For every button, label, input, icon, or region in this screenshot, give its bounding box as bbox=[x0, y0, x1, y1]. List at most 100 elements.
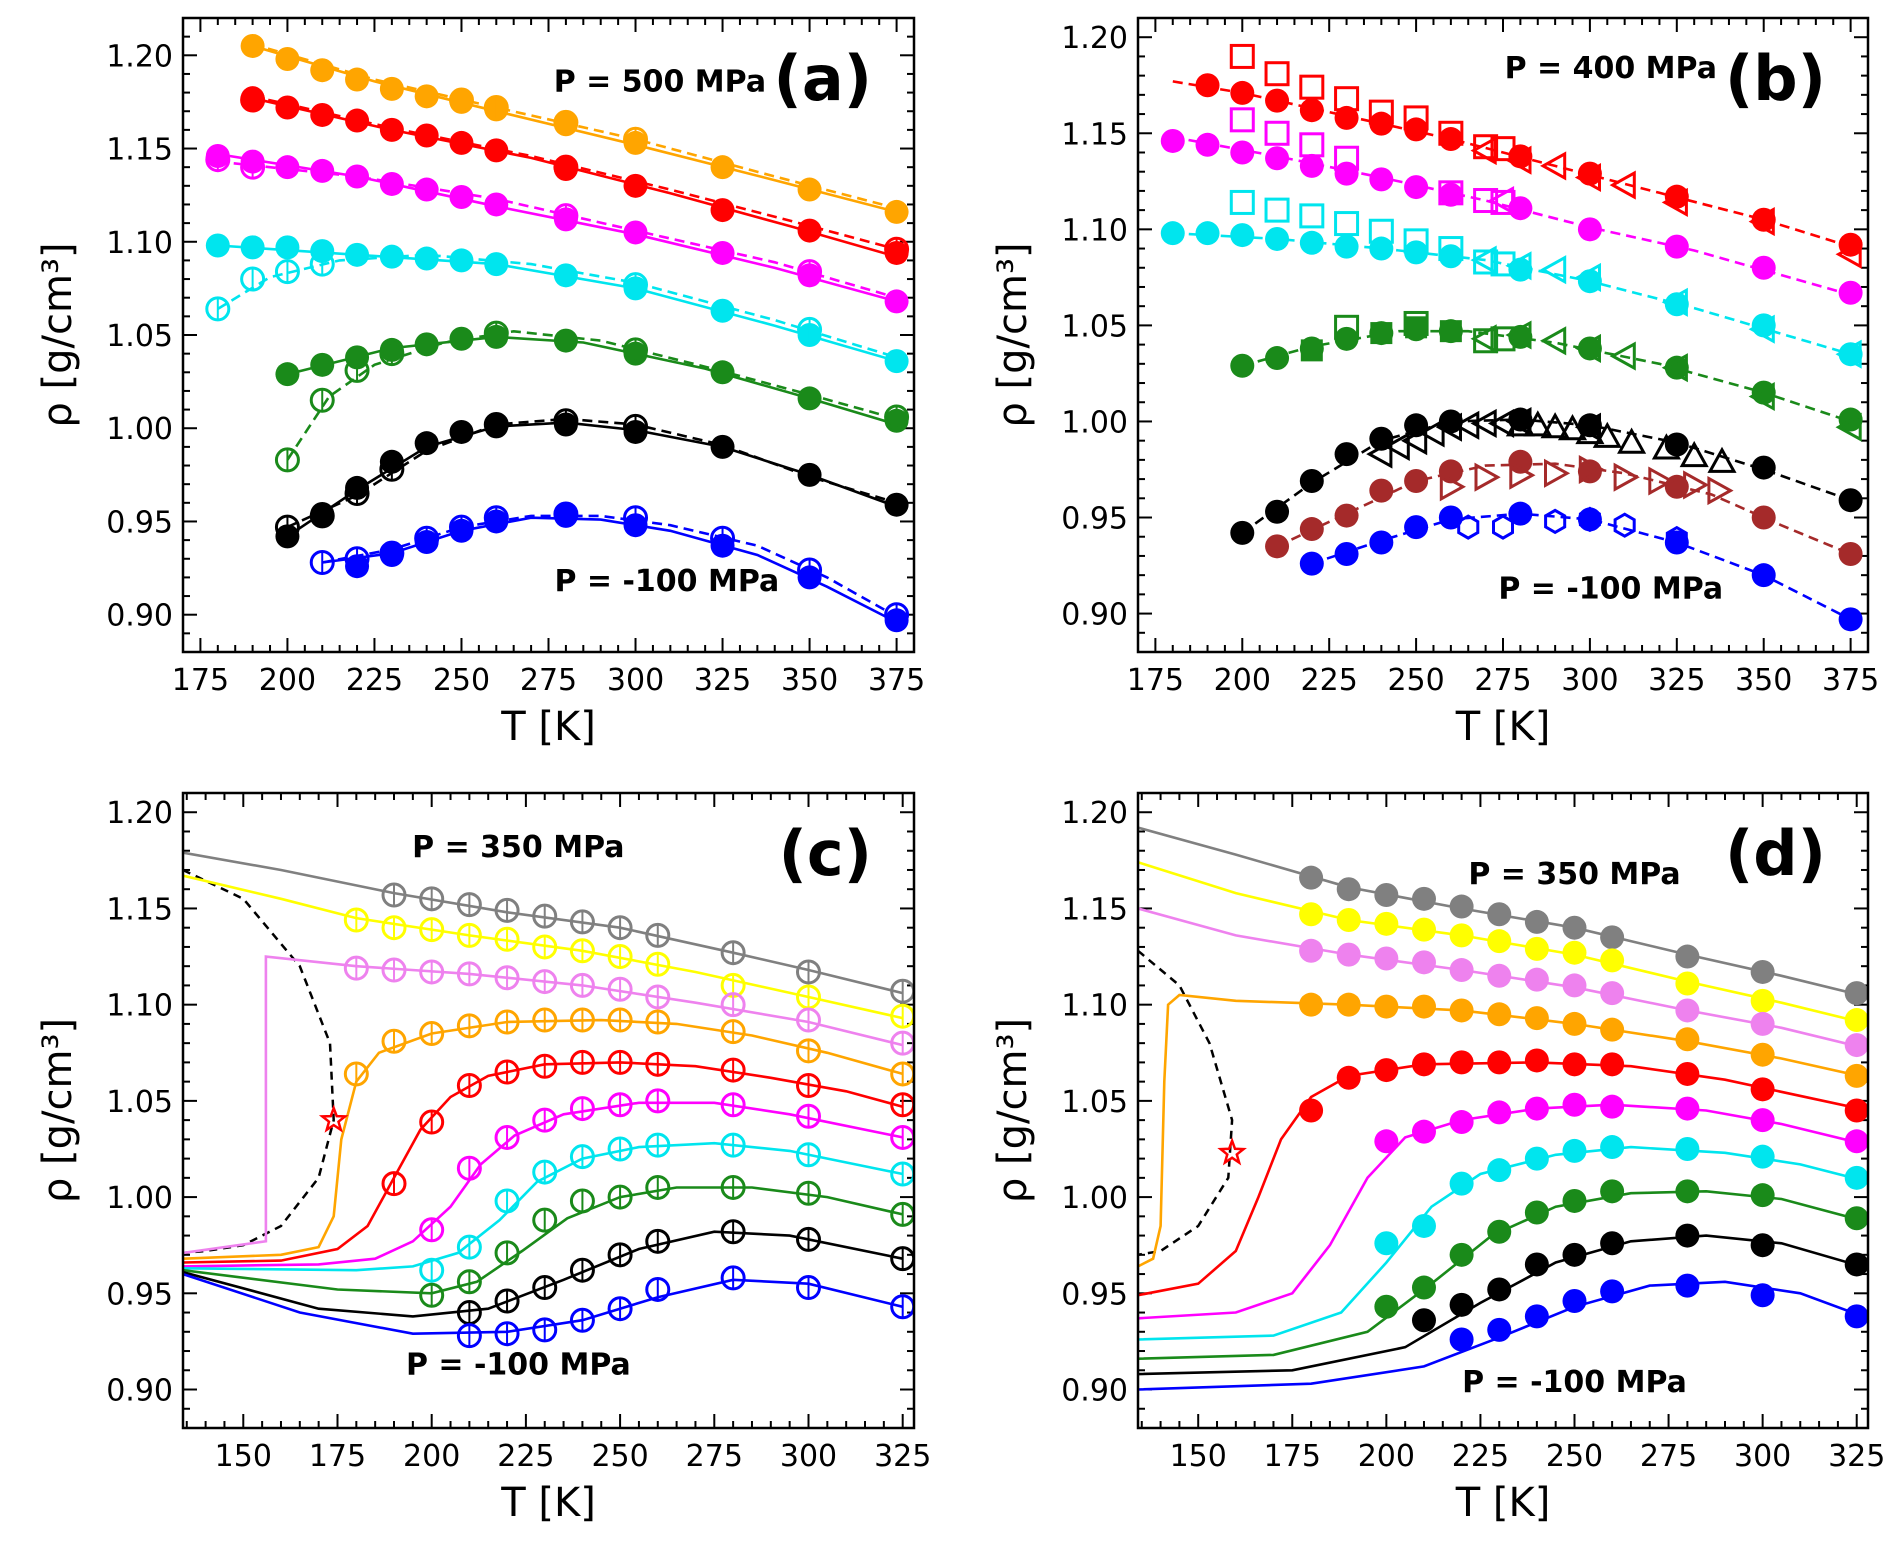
filled-circle-point bbox=[414, 431, 439, 456]
filled-circle-point bbox=[1411, 917, 1436, 942]
filled-circle-point bbox=[449, 130, 474, 155]
filled-circle-point bbox=[449, 185, 474, 210]
filled-circle-point bbox=[379, 117, 404, 142]
spinodal-line bbox=[183, 868, 335, 1255]
filled-circle-point bbox=[1600, 1052, 1625, 1077]
open-triangle-up-point bbox=[1575, 417, 1605, 445]
open-triangle-left-point bbox=[1574, 262, 1601, 292]
filled-circle-point bbox=[414, 123, 439, 148]
y-tick-label: 1.10 bbox=[1061, 213, 1128, 248]
series-brown bbox=[1265, 449, 1863, 567]
x-tick-label: 250 bbox=[1546, 1439, 1603, 1474]
x-axis-label: T [K] bbox=[1455, 704, 1551, 750]
filled-circle-point bbox=[414, 84, 439, 109]
open-square-point bbox=[1368, 218, 1394, 244]
open-triangle-left-point bbox=[1748, 381, 1775, 412]
open-triangle-up-point bbox=[1505, 410, 1535, 437]
open-triangle-left-point bbox=[1505, 251, 1532, 281]
y-tick-label: 1.00 bbox=[1061, 1181, 1128, 1216]
y-tick-label: 0.95 bbox=[1061, 1277, 1128, 1312]
series-line bbox=[183, 874, 903, 1020]
x-tick-label: 175 bbox=[172, 663, 229, 698]
y-tick-label: 1.10 bbox=[106, 226, 173, 261]
open-triangle-up-point bbox=[1540, 412, 1570, 439]
y-tick-label: 1.00 bbox=[106, 412, 173, 447]
filled-circle-point bbox=[1449, 894, 1474, 919]
open-square-point bbox=[1473, 188, 1499, 214]
series-red bbox=[1172, 43, 1863, 269]
filled-circle-point bbox=[1675, 1096, 1700, 1121]
filled-circle-point bbox=[1524, 1200, 1549, 1225]
filled-circle-point bbox=[1411, 1275, 1436, 1300]
series-blue bbox=[309, 501, 910, 633]
pressure-annotation: P = 350 MPa bbox=[412, 830, 624, 865]
open-triangle-left-point bbox=[1661, 353, 1688, 383]
filled-circle-point bbox=[1664, 432, 1689, 457]
open-square-point bbox=[1403, 105, 1429, 131]
series-dashed-line bbox=[1241, 329, 1852, 423]
filled-circle-point bbox=[1265, 534, 1290, 559]
filled-circle-point bbox=[1487, 963, 1512, 988]
open-triangle-left-point bbox=[1574, 333, 1601, 363]
filled-circle-point bbox=[1487, 929, 1512, 954]
x-tick-label: 300 bbox=[780, 1439, 837, 1474]
filled-circle-point bbox=[1844, 981, 1868, 1006]
filled-circle-point bbox=[484, 192, 509, 217]
filled-circle-point bbox=[1411, 1213, 1436, 1238]
data-layer bbox=[205, 33, 910, 633]
filled-circle-point bbox=[1524, 967, 1549, 992]
filled-circle-point bbox=[1336, 992, 1361, 1017]
filled-circle-point bbox=[710, 198, 735, 223]
series-orange bbox=[183, 1007, 914, 1260]
filled-circle-point bbox=[379, 76, 404, 101]
filled-circle-point bbox=[797, 386, 822, 411]
x-tick-label: 325 bbox=[1648, 663, 1705, 698]
y-tick-label: 1.15 bbox=[1061, 892, 1128, 927]
x-tick-label: 150 bbox=[215, 1439, 272, 1474]
series-dashed-line bbox=[1311, 512, 1852, 621]
open-triangle-left-point bbox=[1835, 339, 1862, 369]
series-black bbox=[1230, 406, 1863, 545]
plot-frame bbox=[1136, 16, 1870, 654]
filled-circle-point bbox=[1299, 469, 1324, 494]
filled-circle-point bbox=[240, 235, 265, 260]
open-square-point bbox=[1334, 211, 1360, 237]
open-triangle-up-point bbox=[1617, 427, 1647, 454]
filled-circle-point bbox=[1562, 915, 1587, 940]
open-triangle-up-point bbox=[1679, 440, 1709, 468]
filled-circle-point bbox=[310, 158, 335, 183]
open-triangle-right-point bbox=[1544, 458, 1571, 488]
filled-circle-point bbox=[1838, 488, 1863, 513]
open-triangle-right-point bbox=[1683, 470, 1710, 500]
filled-circle-point bbox=[1751, 563, 1776, 588]
data-layer bbox=[1138, 826, 1868, 1391]
x-tick-label: 275 bbox=[520, 663, 577, 698]
filled-circle-point bbox=[1299, 517, 1324, 542]
filled-circle-point bbox=[884, 492, 909, 517]
series-black bbox=[183, 1219, 914, 1326]
x-tick-label: 275 bbox=[1640, 1439, 1697, 1474]
filled-circle-point bbox=[310, 102, 335, 127]
y-tick-label: 0.95 bbox=[106, 1277, 173, 1312]
filled-circle-point bbox=[1844, 1252, 1868, 1277]
filled-circle-point bbox=[1750, 1042, 1775, 1067]
open-square-point bbox=[1264, 120, 1290, 146]
x-tick-label: 225 bbox=[497, 1439, 554, 1474]
filled-circle-point bbox=[1160, 128, 1185, 153]
filled-circle-point bbox=[1336, 1065, 1361, 1090]
open-triangle-right-point bbox=[1578, 454, 1605, 485]
filled-circle-point bbox=[1195, 132, 1220, 157]
filled-circle-point bbox=[1449, 1050, 1474, 1075]
x-tick-label: 350 bbox=[1735, 663, 1792, 698]
filled-circle-point bbox=[1411, 1052, 1436, 1077]
pressure-annotation: P = -100 MPa bbox=[1462, 1365, 1687, 1400]
critical-point-star bbox=[1217, 1137, 1247, 1166]
open-triangle-left-point bbox=[1661, 187, 1688, 217]
filled-circle-point bbox=[1562, 940, 1587, 965]
filled-circle-point bbox=[1230, 223, 1255, 248]
filled-circle-point bbox=[1838, 542, 1863, 567]
filled-circle-point bbox=[484, 138, 509, 163]
filled-circle-point bbox=[1411, 950, 1436, 975]
filled-circle-point bbox=[1230, 520, 1255, 545]
